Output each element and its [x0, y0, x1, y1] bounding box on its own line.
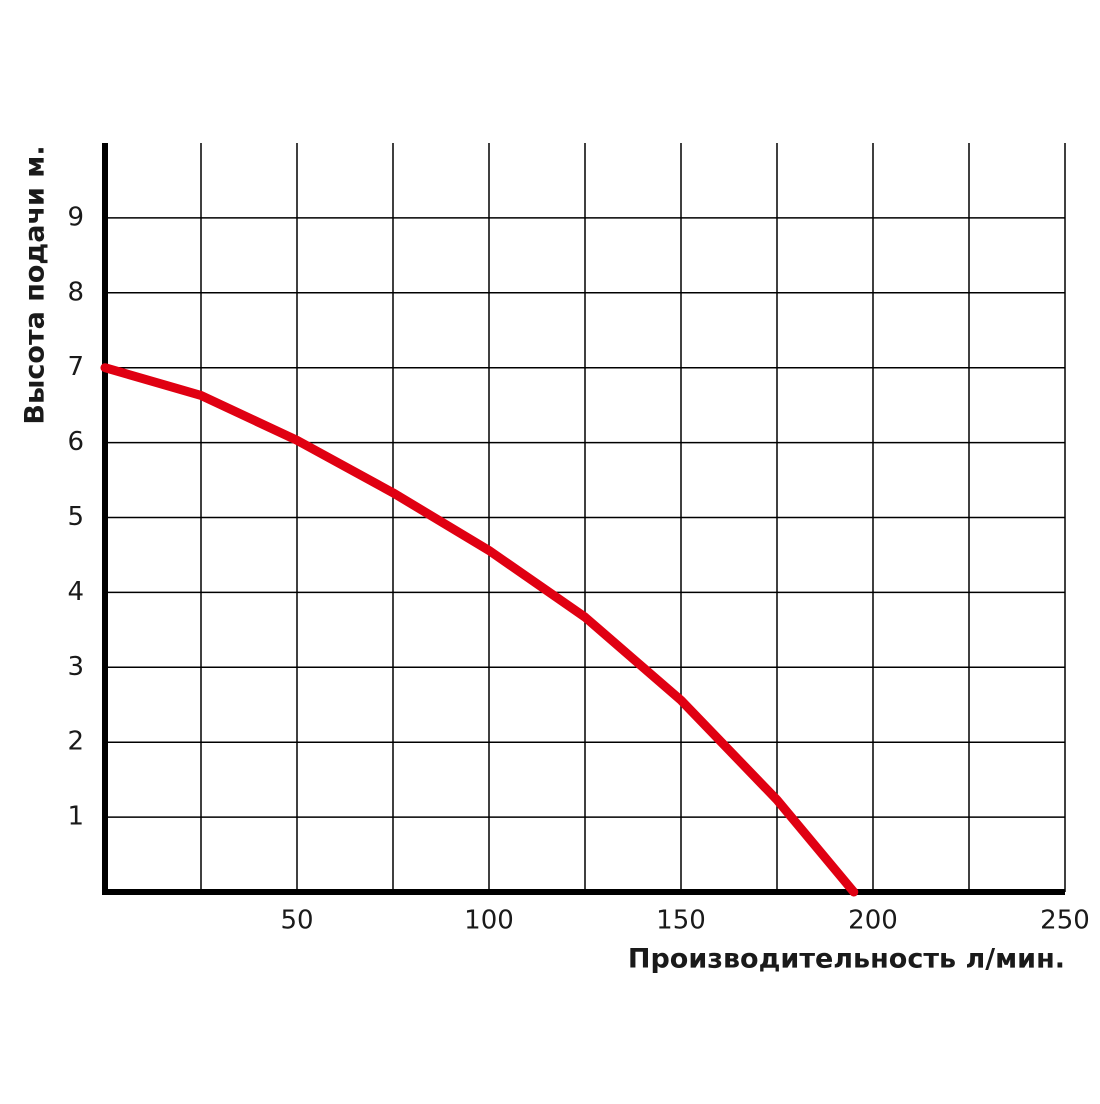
- y-axis-title: Высота подачи м.: [20, 145, 51, 424]
- y-tick-label: 7: [67, 352, 84, 382]
- y-tick-label: 2: [67, 727, 84, 757]
- y-tick-label: 3: [67, 652, 84, 682]
- x-tick-label: 100: [464, 906, 514, 936]
- x-tick-label: 50: [280, 906, 313, 936]
- y-tick-label: 6: [67, 427, 84, 457]
- y-tick-label: 5: [67, 502, 84, 532]
- x-tick-label: 150: [656, 906, 706, 936]
- x-tick-label: 250: [1040, 906, 1090, 936]
- y-tick-label: 1: [67, 802, 84, 832]
- y-tick-label: 9: [67, 202, 84, 232]
- y-tick-label: 8: [67, 277, 84, 307]
- line: [100, 363, 859, 897]
- x-tick-label: 200: [848, 906, 898, 936]
- y-tick-label: 4: [67, 577, 84, 607]
- x-axis-title: Производительность л/мин.: [628, 944, 1065, 975]
